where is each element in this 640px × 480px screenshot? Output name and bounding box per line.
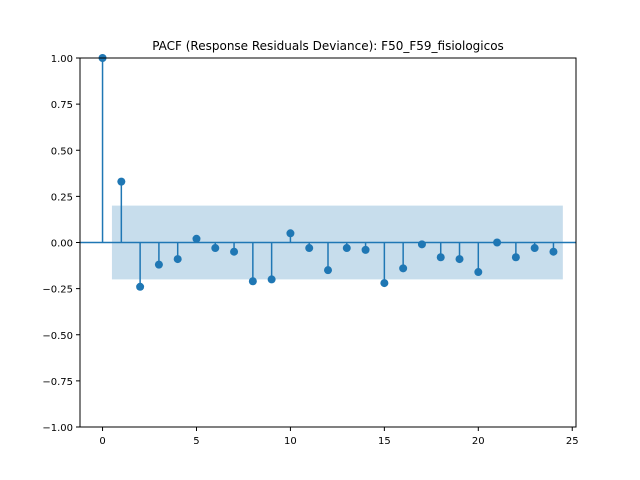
stem-marker xyxy=(286,229,295,238)
stem-marker xyxy=(474,268,483,277)
stem-marker xyxy=(192,234,201,243)
x-axis-ticks: 0 5 10 15 20 25 xyxy=(99,427,579,447)
stem-marker xyxy=(305,244,314,253)
stem-marker xyxy=(230,247,239,256)
stem-marker xyxy=(267,275,276,284)
x-tick-label: 20 xyxy=(472,436,485,447)
y-tick-label: 0.25 xyxy=(51,192,73,203)
x-tick-label: 0 xyxy=(99,436,105,447)
plot-frame xyxy=(79,57,577,428)
stem-marker xyxy=(211,244,220,253)
y-tick-label: 1.00 xyxy=(51,54,73,65)
y-axis-ticks: −1.00 −0.75 −0.50 −0.25 0.00 0.25 0.50 0.75 1.00 xyxy=(42,54,80,434)
x-tick-label: 5 xyxy=(193,436,199,447)
stem-marker xyxy=(173,255,182,264)
chart-title: PACF (Response Residuals Deviance): F50_… xyxy=(152,39,504,53)
y-tick-label: −0.50 xyxy=(42,331,73,342)
stem-marker xyxy=(117,177,126,186)
stem-marker xyxy=(136,282,145,291)
stem-marker xyxy=(417,240,426,249)
stem-marker xyxy=(154,260,163,269)
x-tick-label: 25 xyxy=(566,436,579,447)
stem-marker xyxy=(436,253,445,262)
stem-marker xyxy=(455,255,464,264)
stem-marker xyxy=(493,238,502,247)
y-tick-label: 0.50 xyxy=(51,146,73,157)
x-tick-label: 15 xyxy=(378,436,391,447)
stem-marker xyxy=(511,253,520,262)
stem-marker xyxy=(380,279,389,288)
stem-marker xyxy=(324,266,332,275)
stem-marker xyxy=(549,247,558,256)
y-tick-label: −1.00 xyxy=(42,423,73,434)
stem-marker xyxy=(342,244,351,253)
stem-marker xyxy=(530,244,539,253)
y-tick-label: −0.25 xyxy=(42,285,73,296)
stem-marker xyxy=(361,245,370,254)
y-tick-label: 0.75 xyxy=(51,100,73,111)
x-tick-label: 10 xyxy=(284,436,297,447)
y-tick-label: −0.75 xyxy=(42,377,73,388)
stem-group xyxy=(98,54,558,291)
y-tick-label: 0.00 xyxy=(51,239,73,250)
stem-marker xyxy=(399,264,408,273)
stem-marker xyxy=(248,277,257,286)
